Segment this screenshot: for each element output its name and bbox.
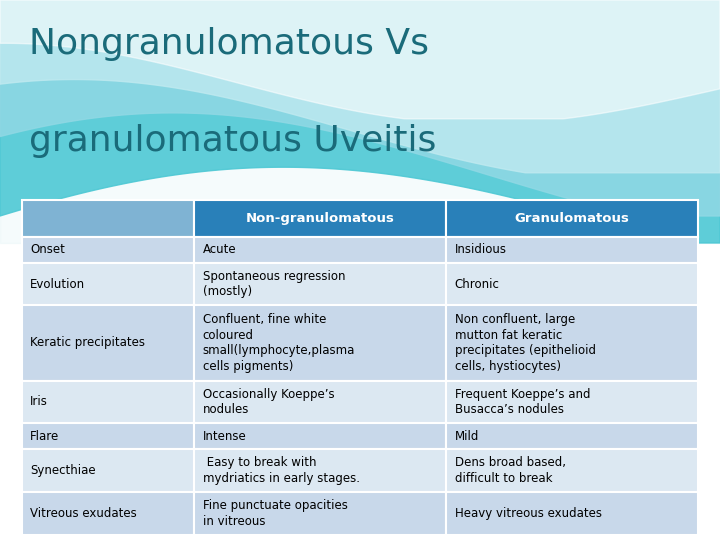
- Text: Non confluent, large
mutton fat keratic
precipitates (epithelioid
cells, hystioc: Non confluent, large mutton fat keratic …: [454, 313, 595, 373]
- Bar: [22, 449, 194, 492]
- Text: Mild: Mild: [454, 430, 479, 443]
- Text: Heavy vitreous exudates: Heavy vitreous exudates: [454, 507, 602, 520]
- Text: Spontaneous regression
(mostly): Spontaneous regression (mostly): [203, 270, 346, 298]
- Text: Onset: Onset: [30, 243, 65, 256]
- Bar: [194, 423, 446, 449]
- Text: Easy to break with
mydriatics in early stages.: Easy to break with mydriatics in early s…: [203, 456, 360, 485]
- Bar: [22, 423, 194, 449]
- Text: Insidious: Insidious: [454, 243, 507, 256]
- Bar: [22, 263, 194, 305]
- Bar: [22, 200, 194, 237]
- Bar: [194, 492, 446, 535]
- Bar: [194, 200, 446, 237]
- Text: Evolution: Evolution: [30, 278, 86, 291]
- Bar: [446, 423, 698, 449]
- Bar: [194, 237, 446, 263]
- Bar: [194, 449, 446, 492]
- Text: Intense: Intense: [203, 430, 246, 443]
- Text: Frequent Koeppe’s and
Busacca’s nodules: Frequent Koeppe’s and Busacca’s nodules: [454, 388, 590, 416]
- Bar: [446, 305, 698, 381]
- Text: Non-granulomatous: Non-granulomatous: [246, 212, 395, 225]
- Text: Keratic precipitates: Keratic precipitates: [30, 336, 145, 349]
- Bar: [446, 263, 698, 305]
- Text: Synecthiae: Synecthiae: [30, 464, 96, 477]
- Text: Occasionally Koeppe’s
nodules: Occasionally Koeppe’s nodules: [203, 388, 335, 416]
- Text: Flare: Flare: [30, 430, 60, 443]
- Bar: [194, 263, 446, 305]
- Text: Nongranulomatous Vs: Nongranulomatous Vs: [29, 27, 429, 61]
- Text: Iris: Iris: [30, 395, 48, 408]
- Text: Chronic: Chronic: [454, 278, 500, 291]
- Bar: [22, 237, 194, 263]
- Text: Confluent, fine white
coloured
small(lymphocyte,plasma
cells pigments): Confluent, fine white coloured small(lym…: [203, 313, 355, 373]
- Bar: [446, 237, 698, 263]
- Text: Acute: Acute: [203, 243, 236, 256]
- Text: Vitreous exudates: Vitreous exudates: [30, 507, 137, 520]
- Text: granulomatous Uveitis: granulomatous Uveitis: [29, 124, 436, 158]
- Bar: [446, 449, 698, 492]
- Bar: [446, 200, 698, 237]
- Bar: [22, 381, 194, 423]
- Text: Dens broad based,
difficult to break: Dens broad based, difficult to break: [454, 456, 566, 485]
- Bar: [22, 305, 194, 381]
- Bar: [446, 492, 698, 535]
- Bar: [446, 381, 698, 423]
- Bar: [22, 492, 194, 535]
- Text: Granulomatous: Granulomatous: [515, 212, 629, 225]
- Bar: [194, 305, 446, 381]
- Text: Fine punctuate opacities
in vitreous: Fine punctuate opacities in vitreous: [203, 499, 348, 528]
- Bar: [194, 381, 446, 423]
